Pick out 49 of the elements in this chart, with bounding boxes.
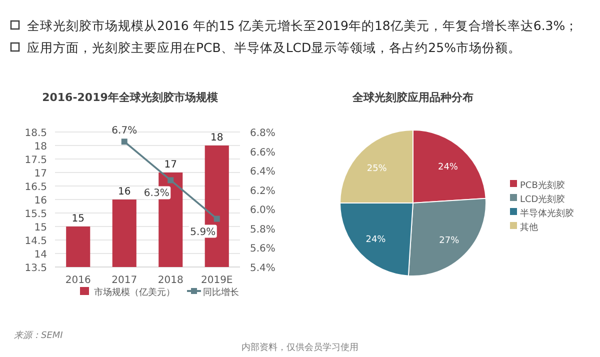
y2-tick-label: 5.6%	[250, 244, 276, 255]
text: 全球光刻胶市场规模从2016 年的15 亿美元增长至2019年的18亿美元，年复合增长率达6.3%；	[27, 18, 578, 33]
data-label: 18	[210, 132, 224, 144]
point	[214, 216, 220, 222]
data-label: 15	[72, 214, 84, 224]
y2-tick-label: 6.6%	[250, 147, 276, 158]
y2-tick-label: 6.8%	[250, 128, 276, 139]
text: 内部资料，仅供会员学习使用	[242, 342, 358, 353]
legend-label: 同比增长	[203, 287, 239, 298]
y2-tick-label: 5.4%	[250, 263, 276, 274]
legend-label: 市场规模（亿美元）	[94, 287, 175, 298]
y2-tick-label: 5.8%	[250, 224, 276, 236]
chart-title: 2016-2019年全球光刻胶市场规模	[42, 91, 219, 104]
source-note: 来源：SEMI	[14, 330, 64, 341]
chart-title: 全球光刻胶应用品种分布	[352, 91, 474, 104]
data-label: 5.9%	[190, 226, 216, 238]
y-tick-label: 13.5	[24, 263, 47, 274]
y-tick-label: 14	[34, 250, 47, 260]
data-label: 6.7%	[112, 126, 138, 137]
y-tick-label: 16	[34, 196, 47, 206]
y-tick-label: 18	[34, 142, 47, 152]
y2-tick-label: 6.0%	[250, 205, 276, 216]
y2-tick-label: 6.2%	[250, 186, 276, 197]
x-tick-label: 2016	[65, 275, 91, 286]
data-label: 24%	[366, 234, 386, 245]
x-tick-label: 2019E	[200, 275, 233, 286]
x-tick-label: 2018	[158, 275, 184, 286]
y-tick-label: 15	[34, 222, 47, 234]
point	[121, 138, 128, 145]
x-tick-label: 2017	[112, 275, 138, 286]
y-tick-label: 15.5	[24, 209, 47, 220]
text: 应用方面，光刻胶主要应用在PCB、半导体及LCD显示等领域，各占约25%市场份额。	[27, 40, 521, 55]
legend-label: PCB光刻胶	[520, 180, 565, 191]
y2-tick-label: 6.4%	[250, 166, 276, 178]
y-tick-label: 17.5	[24, 155, 47, 166]
data-label: 16	[118, 186, 131, 198]
legend-label: 其他	[520, 222, 538, 233]
legend-label: 半导体光刻胶	[520, 208, 574, 219]
data-label: 6.3%	[144, 188, 170, 200]
y-tick-label: 18.5	[24, 128, 47, 139]
data-label: 17	[164, 160, 177, 170]
y-tick-label: 17	[34, 168, 47, 180]
y-tick-label: 16.5	[24, 182, 47, 193]
data-label: 24%	[438, 162, 458, 173]
data-label: 25%	[366, 164, 388, 174]
y-tick-label: 14.5	[24, 236, 47, 247]
legend-label: LCD光刻胶	[520, 194, 566, 205]
data-label: 27%	[439, 236, 460, 246]
point	[168, 177, 174, 184]
